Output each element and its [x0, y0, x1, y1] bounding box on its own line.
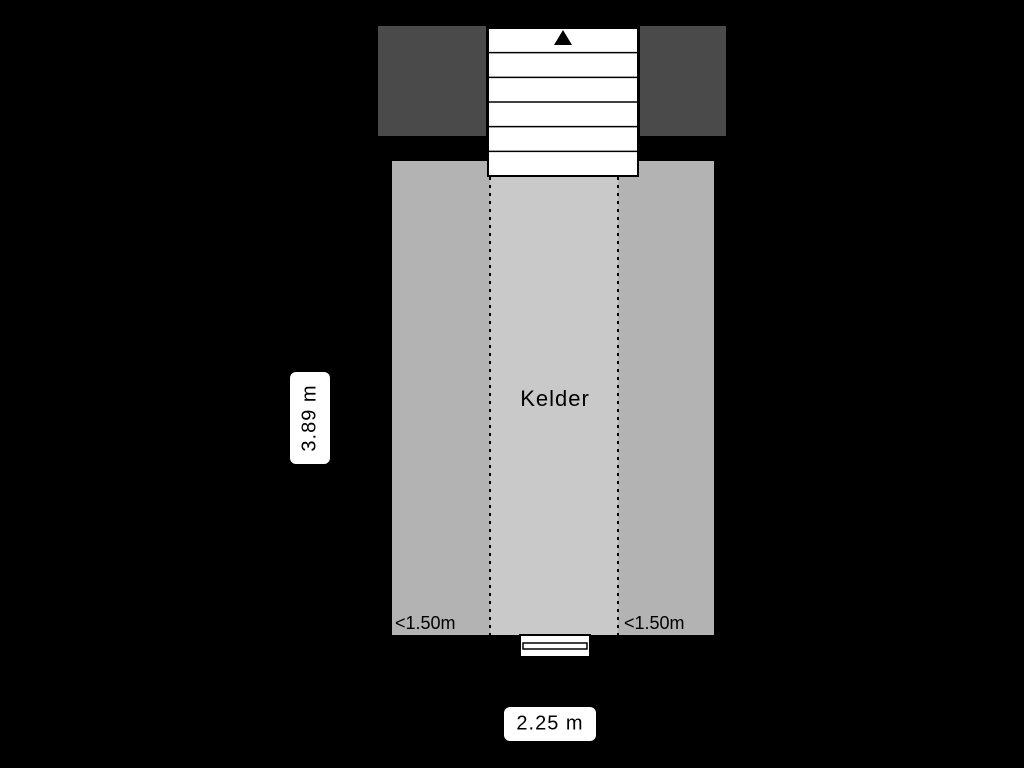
wall-block-right — [640, 26, 726, 136]
wall-block-left — [378, 26, 486, 136]
ceiling-height-right: <1.50m — [624, 613, 685, 633]
ceiling-height-left: <1.50m — [395, 613, 456, 633]
wall-bar-right — [640, 136, 726, 161]
wall-bar-left — [378, 136, 486, 161]
dim-vertical-text: 3.89 m — [298, 384, 320, 451]
window-opening — [520, 635, 590, 657]
dim-horizontal-text: 2.25 m — [516, 712, 583, 734]
room-name-label: Kelder — [520, 386, 590, 411]
